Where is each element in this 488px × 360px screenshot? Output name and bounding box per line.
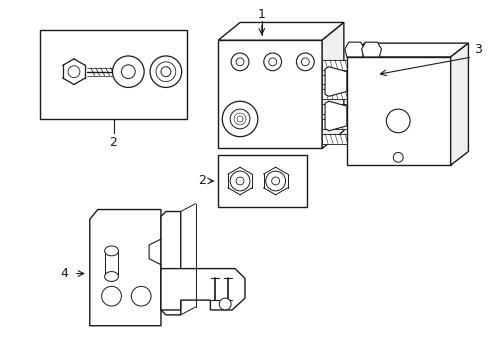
Bar bbox=[218, 40, 322, 148]
Bar bbox=[218, 156, 306, 207]
Circle shape bbox=[222, 101, 257, 137]
Circle shape bbox=[102, 286, 121, 306]
Polygon shape bbox=[361, 42, 381, 57]
Circle shape bbox=[296, 53, 314, 71]
Circle shape bbox=[230, 171, 249, 191]
Circle shape bbox=[150, 56, 182, 87]
Ellipse shape bbox=[104, 246, 118, 256]
Polygon shape bbox=[325, 101, 346, 131]
Polygon shape bbox=[450, 43, 468, 165]
Polygon shape bbox=[161, 269, 244, 310]
Ellipse shape bbox=[104, 271, 118, 282]
Circle shape bbox=[131, 286, 151, 306]
Polygon shape bbox=[325, 67, 346, 96]
Circle shape bbox=[271, 177, 279, 185]
Circle shape bbox=[268, 58, 276, 66]
Bar bbox=[322, 60, 349, 70]
Circle shape bbox=[265, 171, 285, 191]
Text: 2: 2 bbox=[198, 175, 206, 188]
Circle shape bbox=[112, 56, 144, 87]
Bar bbox=[322, 104, 349, 114]
Circle shape bbox=[263, 53, 281, 71]
Bar bbox=[41, 30, 186, 119]
Circle shape bbox=[231, 53, 248, 71]
Polygon shape bbox=[346, 43, 468, 57]
Polygon shape bbox=[344, 42, 364, 57]
Circle shape bbox=[236, 177, 244, 185]
Bar bbox=[346, 57, 450, 165]
Polygon shape bbox=[90, 210, 161, 326]
Text: 4: 4 bbox=[60, 267, 68, 280]
Bar bbox=[322, 75, 349, 85]
Polygon shape bbox=[218, 22, 343, 40]
Circle shape bbox=[161, 67, 170, 77]
Circle shape bbox=[219, 298, 231, 310]
Bar bbox=[322, 119, 349, 129]
Text: 2: 2 bbox=[109, 136, 117, 149]
Circle shape bbox=[301, 58, 308, 66]
Circle shape bbox=[392, 152, 402, 162]
Circle shape bbox=[121, 65, 135, 78]
Polygon shape bbox=[322, 22, 343, 148]
Circle shape bbox=[230, 109, 249, 129]
Polygon shape bbox=[161, 212, 181, 315]
Circle shape bbox=[236, 58, 244, 66]
Bar bbox=[322, 134, 349, 144]
Text: 1: 1 bbox=[257, 8, 265, 21]
Bar bbox=[322, 89, 349, 99]
Circle shape bbox=[386, 109, 409, 133]
Text: 3: 3 bbox=[473, 42, 481, 55]
Bar bbox=[104, 251, 118, 276]
Circle shape bbox=[156, 62, 175, 82]
Circle shape bbox=[68, 66, 80, 78]
